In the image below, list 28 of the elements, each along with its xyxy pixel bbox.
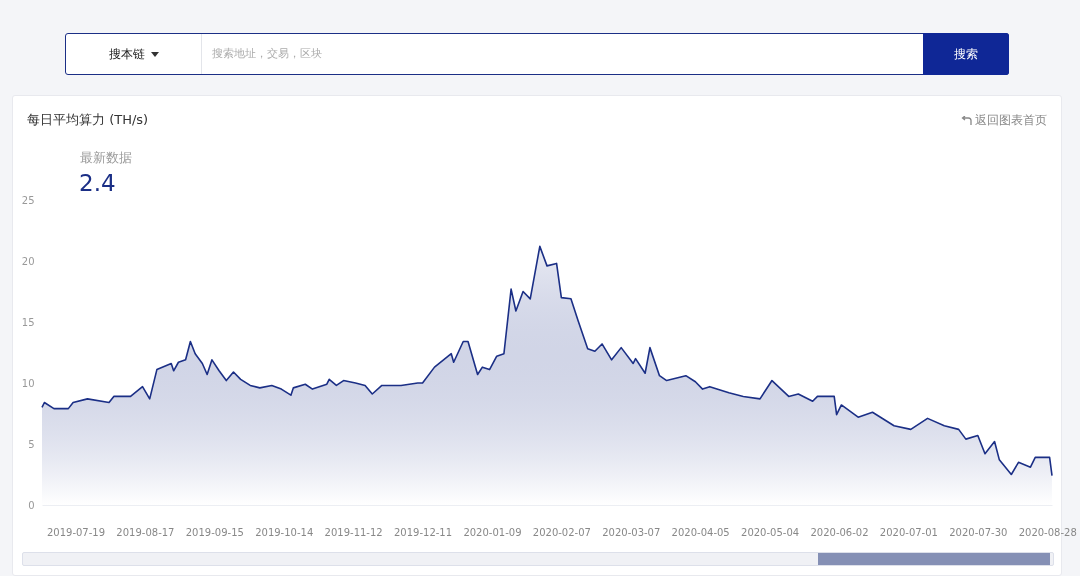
text: 搜本链: [108, 45, 145, 63]
text: 2.4: [79, 170, 116, 196]
y-tick-label: 10: [21, 377, 35, 389]
y-tick-label: 25: [21, 194, 35, 206]
x-tick-label: 2019-08-17: [116, 526, 175, 538]
x-tick-label: 2019-07-19: [46, 526, 106, 538]
text: 搜索地址，交易，区块: [212, 46, 322, 61]
x-tick-label: 2020-03-07: [602, 526, 661, 538]
x-tick-label: 2019-10-14: [255, 526, 314, 538]
y-tick-label: 0: [28, 499, 35, 511]
x-tick-label: 2019-12-11: [393, 526, 453, 538]
x-tick-label: 2020-04-05: [671, 526, 730, 538]
x-tick-label: 2020-07-30: [949, 526, 1008, 538]
x-tick-label: 2020-06-02: [810, 526, 869, 538]
x-tick-label: 2020-05-04: [741, 526, 800, 538]
x-tick-label: 2020-02-07: [532, 526, 591, 538]
x-tick-label: 2019-11-12: [324, 526, 383, 538]
text: 最新数据: [80, 149, 132, 167]
text: 搜索: [923, 33, 1009, 75]
chart-title: 每日平均算力 (TH/s): [27, 111, 149, 129]
x-tick-label: 2019-09-15: [185, 526, 244, 538]
y-tick-label: 20: [21, 255, 35, 267]
y-tick-label: 15: [21, 316, 35, 328]
x-tick-label: 2020-07-01: [879, 526, 938, 538]
x-tick-label: 2020-08-28: [1018, 526, 1077, 538]
y-tick-label: 5: [28, 438, 35, 450]
x-tick-label: 2020-01-09: [463, 526, 522, 538]
text: 返回图表首页: [975, 112, 1047, 129]
